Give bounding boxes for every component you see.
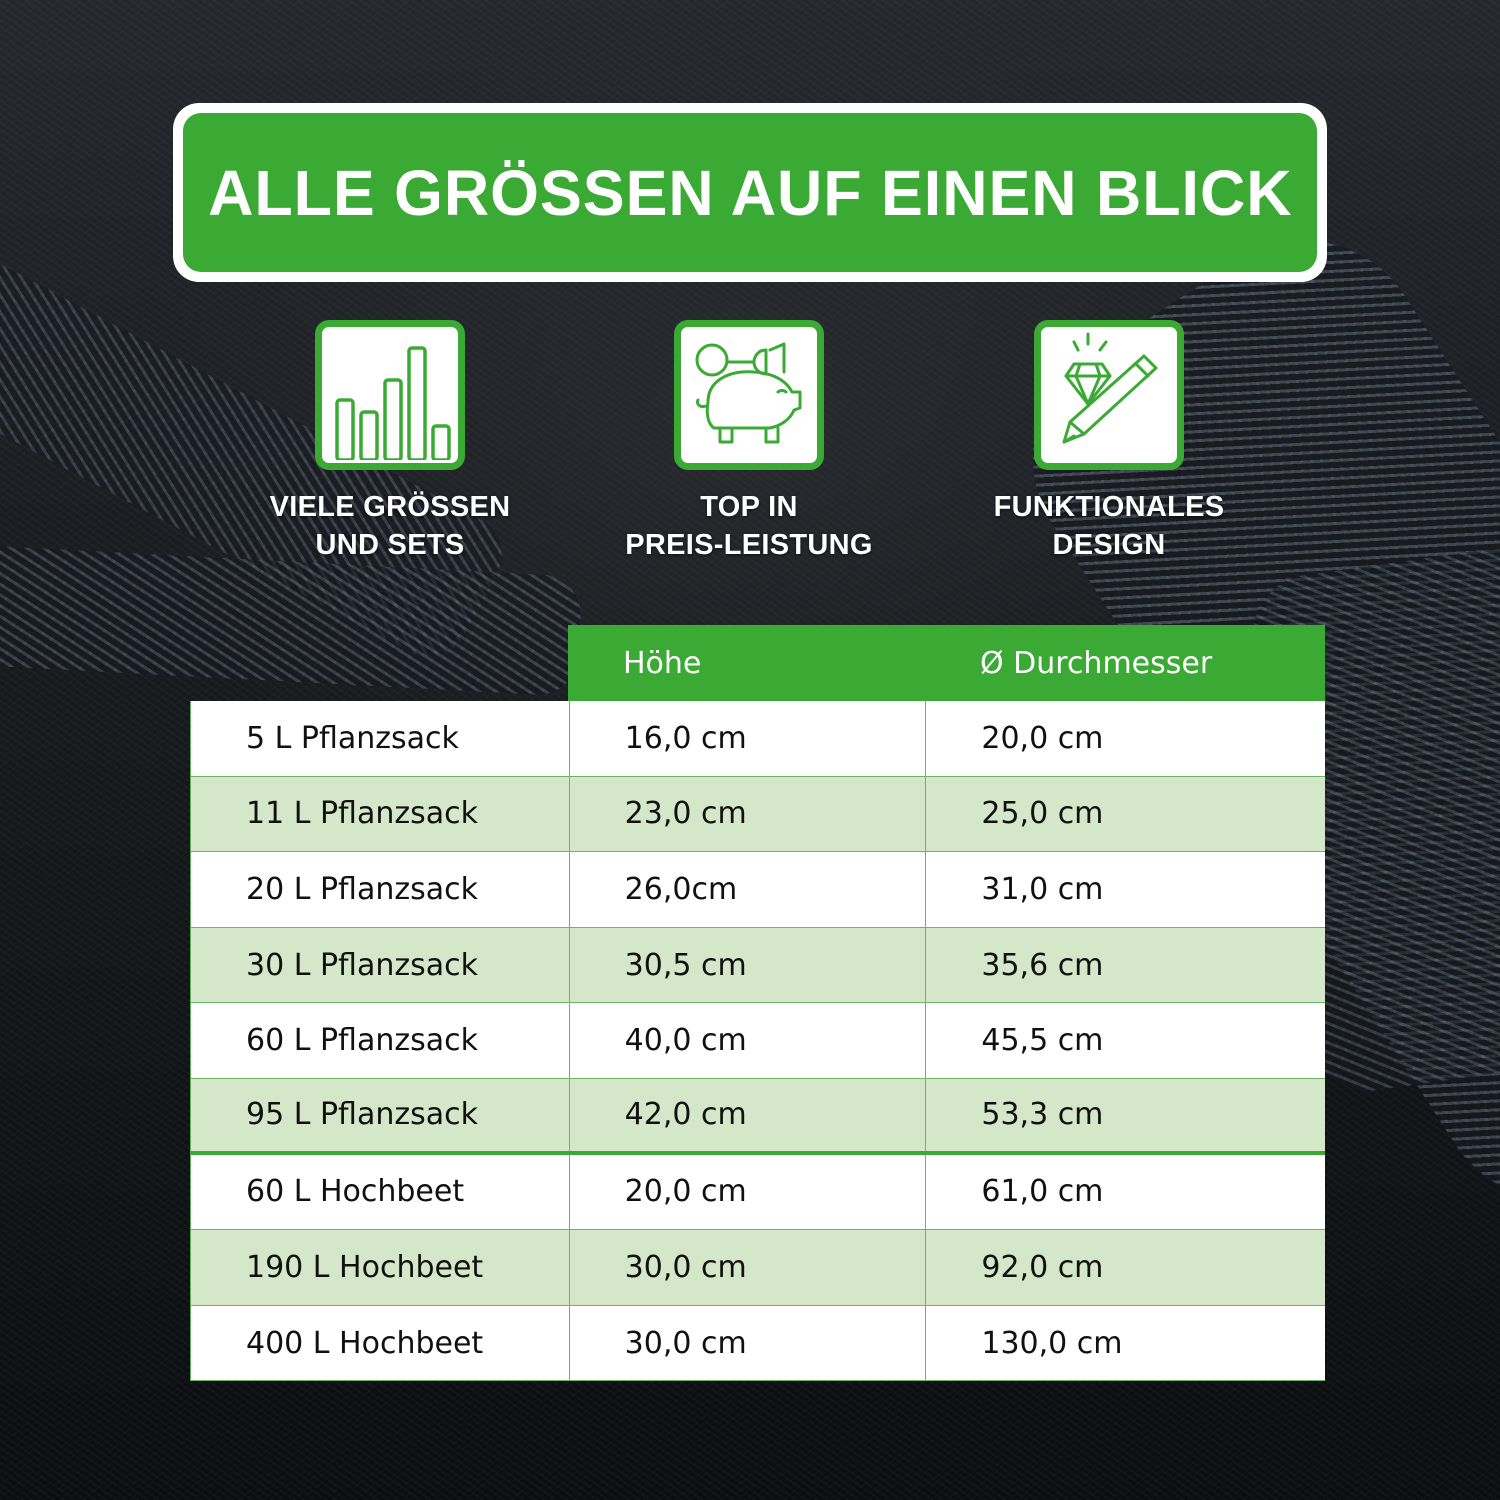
table-row: 5 L Pflanzsack 16,0 cm 20,0 cm: [191, 701, 1325, 777]
table-row: 11 L Pflanzsack 23,0 cm 25,0 cm: [191, 776, 1325, 853]
product-cell: 20 L Pflanzsack: [246, 871, 478, 907]
product-cell: 5 L Pflanzsack: [246, 720, 459, 756]
height-cell: 30,0 cm: [568, 1230, 926, 1305]
column-header-diameter: Ø Durchmesser: [925, 625, 1325, 701]
height-cell: 30,5 cm: [568, 927, 926, 1003]
diameter-cell: 130,0 cm: [925, 1305, 1325, 1381]
title-banner-inner: ALLE GRÖSSEN AUF EINEN BLICK: [183, 113, 1317, 272]
height-cell: 16,0 cm: [568, 701, 926, 776]
product-cell: 190 L Hochbeet: [246, 1249, 484, 1285]
diameter-cell: 31,0 cm: [925, 852, 1325, 927]
table-row: 95 L Pflanzsack 42,0 cm 53,3 cm: [191, 1078, 1325, 1155]
height-cell: 20,0 cm: [568, 1154, 926, 1230]
feature-label-line: DESIGN: [1052, 529, 1166, 561]
page-title: ALLE GRÖSSEN AUF EINEN BLICK: [207, 156, 1293, 229]
diamond-pencil-icon: [1034, 320, 1184, 470]
table-row: 190 L Hochbeet 30,0 cm 92,0 cm: [191, 1230, 1325, 1306]
product-cell: 60 L Hochbeet: [246, 1174, 465, 1210]
height-cell: 23,0 cm: [568, 776, 926, 852]
title-banner: ALLE GRÖSSEN AUF EINEN BLICK: [173, 103, 1327, 282]
diameter-cell: 25,0 cm: [925, 776, 1325, 852]
diameter-cell: 53,3 cm: [925, 1078, 1325, 1151]
feature-functional-design: FUNKTIONALES DESIGN: [959, 320, 1259, 564]
feature-label: TOP IN PREIS-LEISTUNG: [625, 488, 873, 564]
piggy-bank-icon: [674, 320, 824, 470]
height-cell: 26,0cm: [568, 852, 926, 927]
product-cell: 60 L Pflanzsack: [246, 1023, 478, 1059]
table-row: 400 L Hochbeet 30,0 cm 130,0 cm: [191, 1305, 1325, 1382]
table-row: 60 L Pflanzsack 40,0 cm 45,5 cm: [191, 1003, 1325, 1079]
product-cell: 30 L Pflanzsack: [246, 947, 478, 983]
feature-label: FUNKTIONALES DESIGN: [994, 488, 1225, 564]
product-cell: 400 L Hochbeet: [246, 1325, 484, 1361]
table-body: 5 L Pflanzsack 16,0 cm 20,0 cm 11 L Pfla…: [190, 701, 1325, 1382]
table-header-empty: [190, 625, 568, 701]
feature-price-performance: TOP IN PREIS-LEISTUNG: [599, 320, 899, 564]
feature-sizes: VIELE GRÖSSEN UND SETS: [240, 320, 540, 564]
product-cell: 11 L Pflanzsack: [246, 796, 478, 832]
table-row: 60 L Hochbeet 20,0 cm 61,0 cm: [191, 1154, 1325, 1231]
feature-label-line: FUNKTIONALES: [993, 491, 1225, 523]
height-cell: 42,0 cm: [568, 1078, 926, 1151]
height-cell: 30,0 cm: [568, 1305, 926, 1381]
feature-label: VIELE GRÖSSEN UND SETS: [270, 488, 511, 564]
diameter-cell: 20,0 cm: [925, 701, 1325, 776]
diameter-cell: 45,5 cm: [925, 1003, 1325, 1078]
bar-chart-icon: [315, 320, 465, 470]
diameter-cell: 92,0 cm: [925, 1230, 1325, 1305]
column-header-height: Höhe: [568, 625, 925, 701]
feature-label-line: UND SETS: [315, 529, 465, 561]
size-table: Höhe Ø Durchmesser 5 L Pflanzsack 16,0 c…: [190, 625, 1325, 1382]
feature-label-line: PREIS-LEISTUNG: [625, 529, 873, 561]
feature-label-line: VIELE GRÖSSEN: [269, 491, 511, 523]
diameter-cell: 61,0 cm: [925, 1154, 1325, 1230]
height-cell: 40,0 cm: [568, 1003, 926, 1078]
table-row: 20 L Pflanzsack 26,0cm 31,0 cm: [191, 852, 1325, 928]
product-cell: 95 L Pflanzsack: [246, 1097, 478, 1133]
diameter-cell: 35,6 cm: [925, 927, 1325, 1003]
feature-label-line: TOP IN: [700, 491, 798, 523]
table-header: Höhe Ø Durchmesser: [190, 625, 1325, 701]
table-row: 30 L Pflanzsack 30,5 cm 35,6 cm: [191, 927, 1325, 1004]
